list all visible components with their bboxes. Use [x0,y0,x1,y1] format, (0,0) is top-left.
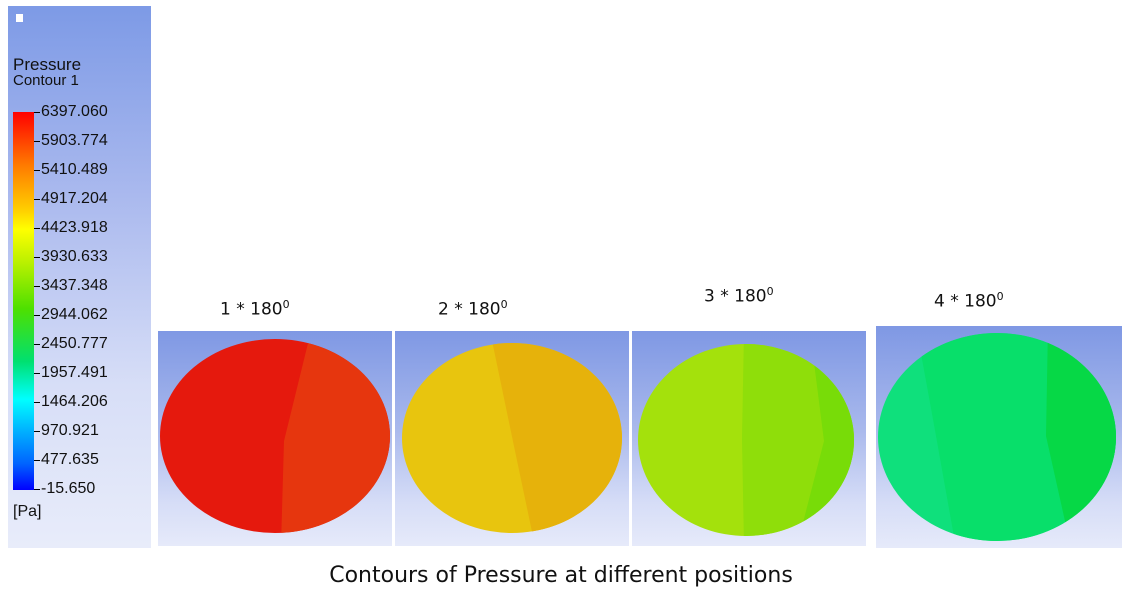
corner-mark [16,14,23,22]
legend-panel: Pressure Contour 1 6397.060 5903.774 5410.… [8,6,151,548]
colorbar-tick [34,489,40,490]
legend-subtitle: Contour 1 [13,72,79,89]
colorbar-tick-label: 4917.204 [41,190,108,207]
colorbar-tick [34,373,40,374]
pressure-region-right-1 [281,339,390,533]
colorbar-tick-label: 3930.633 [41,248,108,265]
colorbar-tick [34,170,40,171]
position-label-1-base: 1 * 180 [220,299,283,320]
legend-unit: [Pa] [13,503,42,520]
position-label-4: 4 * 1800 [934,290,1004,312]
contour-svg-4 [878,333,1116,541]
colorbar [13,112,34,490]
position-label-4-exp: 0 [996,290,1004,303]
contour-panel-4 [876,326,1122,548]
contour-svg-1 [160,339,390,533]
colorbar-tick [34,460,40,461]
contour-panel-2 [395,331,629,546]
figure-caption: Contours of Pressure at different positi… [329,563,793,588]
colorbar-tick-label: 4423.918 [41,219,108,236]
colorbar-tick [34,344,40,345]
colorbar-tick-label: 477.635 [41,451,99,468]
colorbar-tick-label: 970.921 [41,422,99,439]
position-label-2-exp: 0 [500,298,508,311]
colorbar-tick-label: 5410.489 [41,161,108,178]
contour-panel-1 [158,331,392,546]
colorbar-tick [34,141,40,142]
colorbar-tick-label: 1464.206 [41,393,108,410]
position-label-2: 2 * 1800 [438,298,508,320]
colorbar-tick [34,431,40,432]
position-label-1-exp: 0 [282,298,290,311]
position-label-2-base: 2 * 180 [438,299,501,320]
legend-title: Pressure [13,55,82,74]
colorbar-tick-label: 6397.060 [41,103,108,120]
colorbar-tick [34,228,40,229]
colorbar-tick-label: -15.650 [41,480,96,497]
position-label-3: 3 * 1800 [704,285,774,307]
colorbar-tick-label: 1957.491 [41,364,108,381]
position-label-3-exp: 0 [766,285,774,298]
position-label-1: 1 * 1800 [220,298,290,320]
contour-svg-3 [638,344,854,536]
colorbar-tick-label: 2450.777 [41,335,108,352]
colorbar-tick [34,112,40,113]
colorbar-tick-label: 3437.348 [41,277,108,294]
pressure-region-right-2 [490,343,622,533]
contour-svg-2 [402,343,622,533]
colorbar-tick [34,402,40,403]
colorbar-tick [34,286,40,287]
colorbar-tick-label: 2944.062 [41,306,108,323]
position-label-3-base: 3 * 180 [704,286,767,307]
contour-panel-3 [632,331,866,546]
colorbar-tick [34,315,40,316]
position-label-4-base: 4 * 180 [934,291,997,312]
colorbar-tick [34,199,40,200]
colorbar-tick-label: 5903.774 [41,132,108,149]
colorbar-tick [34,257,40,258]
